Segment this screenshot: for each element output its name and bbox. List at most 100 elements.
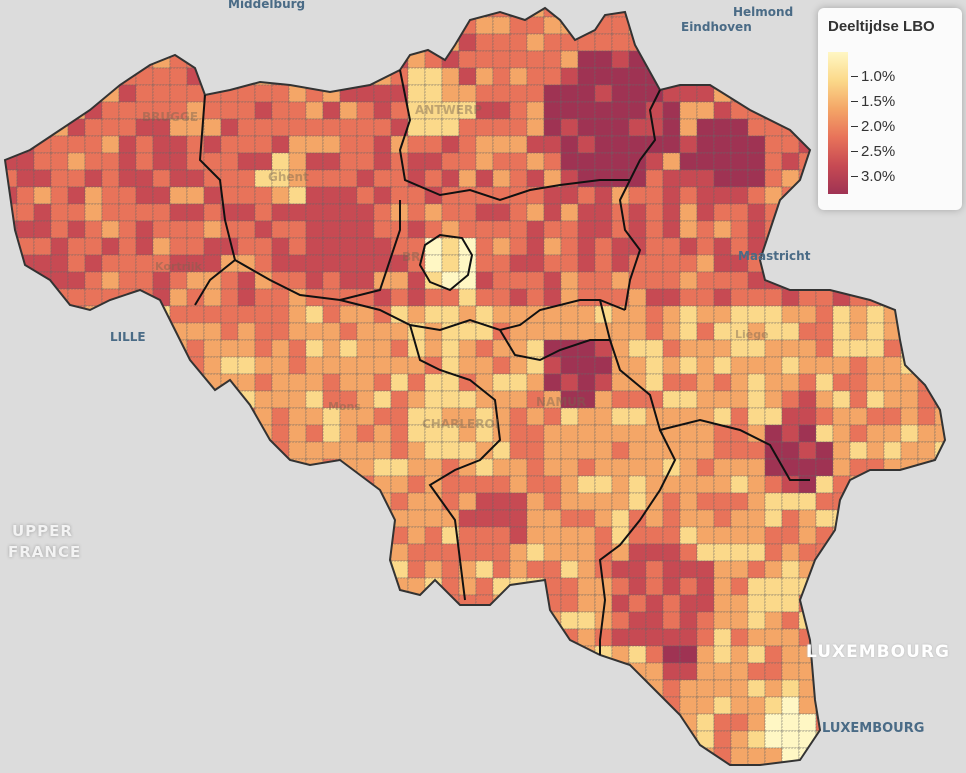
municipality-cell bbox=[203, 288, 222, 307]
municipality-cell bbox=[5, 475, 18, 494]
municipality-cell bbox=[492, 271, 511, 290]
municipality-cell bbox=[662, 288, 681, 307]
municipality-cell bbox=[662, 390, 681, 409]
municipality-cell bbox=[152, 169, 171, 188]
municipality-cell bbox=[237, 305, 256, 324]
municipality-cell bbox=[543, 237, 562, 256]
municipality-cell bbox=[543, 458, 562, 477]
municipality-cell bbox=[764, 543, 783, 562]
municipality-cell bbox=[526, 458, 545, 477]
municipality-cell bbox=[50, 50, 69, 69]
municipality-cell bbox=[628, 390, 647, 409]
municipality-cell bbox=[186, 526, 205, 545]
municipality-cell bbox=[186, 16, 205, 35]
municipality-cell bbox=[764, 101, 783, 120]
municipality-cell bbox=[475, 526, 494, 545]
municipality-cell bbox=[356, 526, 375, 545]
municipality-cell bbox=[186, 560, 205, 579]
municipality-cell bbox=[815, 305, 834, 324]
municipality-cell bbox=[220, 747, 239, 765]
municipality-cell bbox=[84, 679, 103, 698]
municipality-cell bbox=[373, 611, 392, 630]
municipality-cell bbox=[883, 373, 902, 392]
municipality-cell bbox=[543, 730, 562, 749]
municipality-cell bbox=[118, 645, 137, 664]
municipality-cell bbox=[373, 8, 392, 18]
municipality-cell bbox=[952, 595, 966, 612]
municipality-cell bbox=[169, 492, 188, 511]
municipality-cell bbox=[16, 696, 35, 715]
municipality-cell bbox=[50, 492, 69, 511]
municipality-cell bbox=[764, 305, 783, 324]
municipality-cell bbox=[322, 339, 341, 358]
municipality-cell bbox=[679, 135, 698, 154]
municipality-cell bbox=[5, 8, 18, 18]
municipality-cell bbox=[407, 696, 426, 715]
municipality-cell bbox=[135, 526, 154, 545]
municipality-cell bbox=[441, 84, 460, 103]
municipality-cell bbox=[50, 356, 69, 375]
municipality-cell bbox=[611, 33, 630, 52]
municipality-cell bbox=[322, 526, 341, 545]
municipality-cell bbox=[560, 186, 579, 205]
municipality-cell bbox=[526, 441, 545, 460]
municipality-cell bbox=[849, 526, 868, 545]
municipality-cell bbox=[50, 679, 69, 698]
municipality-cell bbox=[152, 322, 171, 341]
municipality-cell bbox=[952, 765, 966, 773]
municipality-cell bbox=[441, 67, 460, 86]
municipality-cell bbox=[203, 577, 222, 596]
municipality-cell bbox=[577, 594, 596, 613]
municipality-cell bbox=[50, 271, 69, 290]
municipality-cell bbox=[628, 407, 647, 426]
municipality-cell bbox=[305, 220, 324, 239]
municipality-cell bbox=[492, 203, 511, 222]
municipality-cell bbox=[237, 101, 256, 120]
municipality-cell bbox=[866, 407, 885, 426]
municipality-cell bbox=[407, 475, 426, 494]
province-border-flanders-brabant bbox=[234, 200, 401, 302]
municipality-cell bbox=[645, 356, 664, 375]
municipality-cell bbox=[594, 662, 613, 681]
province-border-east-flanders-antwerp bbox=[398, 69, 630, 202]
municipality-cell bbox=[458, 713, 477, 732]
municipality-cell bbox=[118, 186, 137, 205]
municipality-cell bbox=[322, 645, 341, 664]
municipality-cell bbox=[135, 305, 154, 324]
municipality-cell bbox=[5, 611, 18, 630]
municipality-cell bbox=[101, 271, 120, 290]
municipality-cell bbox=[798, 356, 817, 375]
municipality-cell bbox=[33, 577, 52, 596]
municipality-cell bbox=[16, 373, 35, 392]
municipality-cell bbox=[118, 679, 137, 698]
municipality-cell bbox=[934, 560, 945, 579]
municipality-cell bbox=[934, 407, 945, 426]
municipality-cell bbox=[662, 526, 681, 545]
municipality-cell bbox=[900, 237, 919, 256]
municipality-cell bbox=[424, 628, 443, 647]
municipality-cell bbox=[696, 169, 715, 188]
municipality-cell bbox=[543, 424, 562, 443]
municipality-cell bbox=[135, 475, 154, 494]
municipality-cell bbox=[883, 237, 902, 256]
municipality-cell bbox=[526, 475, 545, 494]
municipality-cell bbox=[390, 373, 409, 392]
municipality-cell bbox=[373, 50, 392, 69]
municipality-cell bbox=[5, 560, 18, 579]
municipality-cell bbox=[764, 152, 783, 171]
municipality-cell bbox=[254, 254, 273, 273]
municipality-cell bbox=[747, 577, 766, 596]
municipality-cell bbox=[322, 135, 341, 154]
municipality-cell bbox=[186, 322, 205, 341]
municipality-cell bbox=[424, 747, 443, 765]
municipality-cell bbox=[135, 16, 154, 35]
municipality-cell bbox=[5, 203, 18, 222]
municipality-cell bbox=[900, 611, 919, 630]
municipality-cell bbox=[16, 560, 35, 579]
municipality-cell bbox=[373, 458, 392, 477]
municipality-cell bbox=[543, 764, 562, 765]
municipality-cell bbox=[730, 220, 749, 239]
municipality-cell bbox=[373, 84, 392, 103]
municipality-cell bbox=[917, 305, 936, 324]
